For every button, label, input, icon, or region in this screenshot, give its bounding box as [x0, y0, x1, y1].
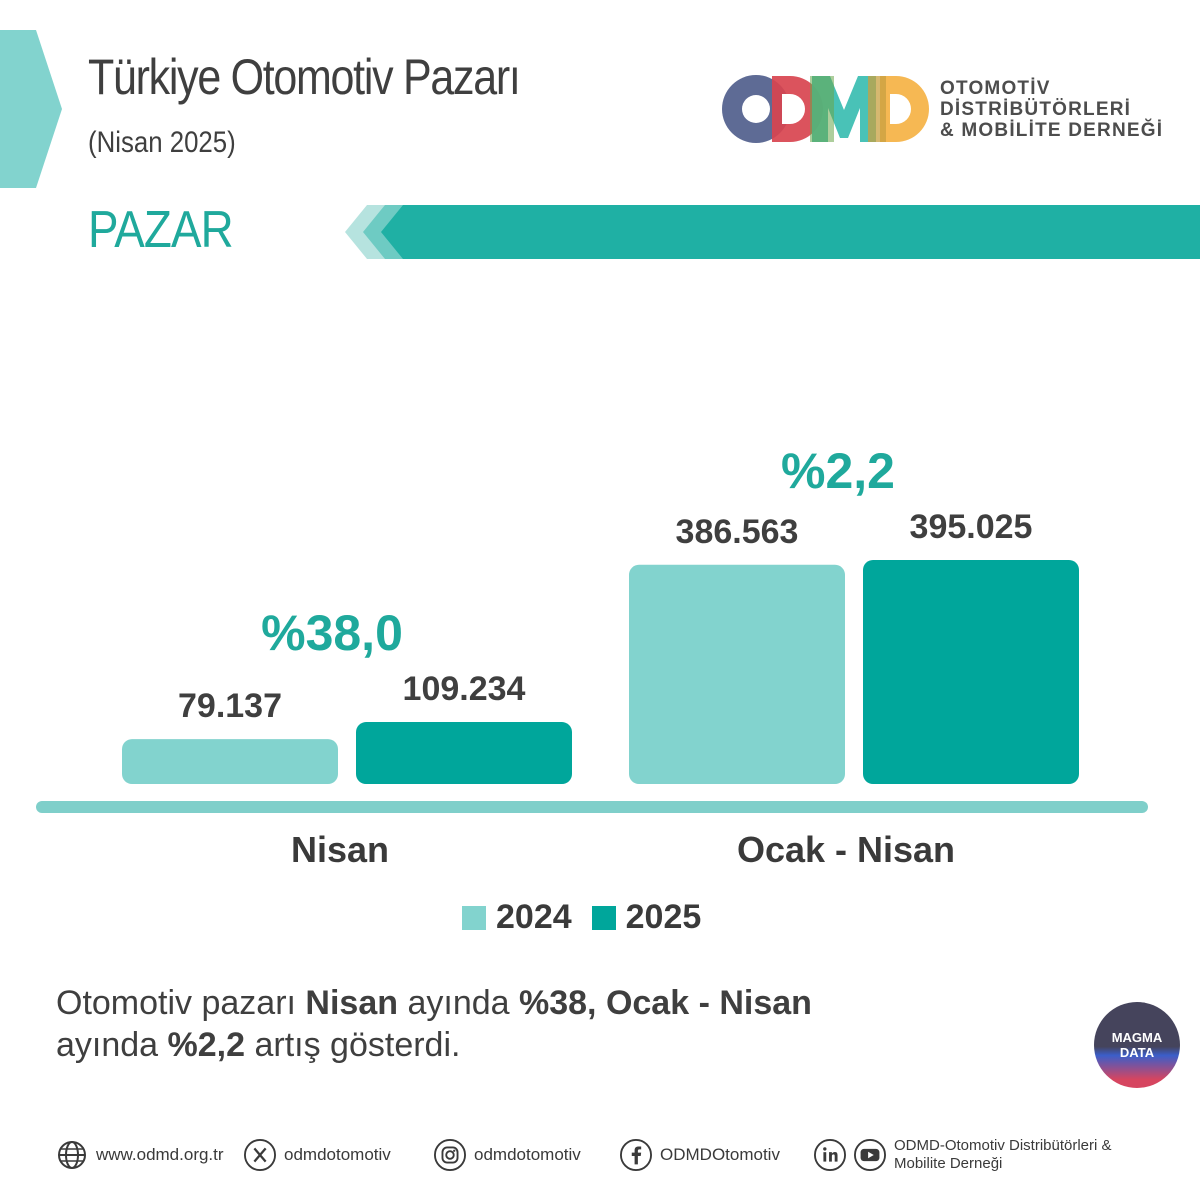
footer-org-links: ODMD-Otomotiv Distribütörleri & Mobilite… — [814, 1132, 1144, 1178]
legend-swatch-2024 — [462, 905, 486, 930]
bar-2025-0 — [356, 722, 572, 784]
summary-text: Otomotiv pazarı Nisan ayında %38, Ocak -… — [56, 982, 1016, 1066]
bar-2024-0 — [122, 739, 338, 784]
summary-part-bold: %38, Ocak - Nisan — [519, 984, 812, 1022]
section-title: PAZAR — [88, 201, 234, 259]
bar-2025-1 — [863, 560, 1079, 784]
youtube-icon[interactable] — [854, 1139, 886, 1171]
footer-x-text: odmdotomotiv — [284, 1145, 391, 1164]
footer-website-link[interactable]: www.odmd.org.tr — [56, 1132, 224, 1178]
footer: www.odmd.org.tr odmdotomotiv odmdotomoti… — [56, 1132, 1166, 1182]
change-label-1: %2,2 — [781, 443, 895, 499]
legend-label-2024: 2024 — [496, 898, 572, 936]
data-label-2024-1: 386.563 — [676, 513, 799, 551]
data-label-2025-0: 109.234 — [403, 670, 526, 708]
org-name: OTOMOTİV DİSTRİBÜTÖRLERİ & MOBİLİTE DERN… — [940, 78, 1163, 141]
bar-2024-1 — [629, 564, 845, 784]
summary-part: artış gösterdi. — [245, 1026, 461, 1064]
legend-item-2024: 2024 — [462, 898, 572, 937]
footer-facebook-text: ODMDOtomotiv — [660, 1145, 780, 1164]
category-label-0: Nisan — [291, 829, 389, 870]
data-label-2024-0: 79.137 — [178, 687, 282, 725]
page-subtitle: (Nisan 2025) — [88, 126, 236, 159]
summary-part-bold: Nisan — [305, 984, 399, 1022]
summary-part-bold: %2,2 — [167, 1026, 246, 1064]
chart-baseline — [36, 801, 1148, 813]
summary-part: Otomotiv pazarı — [56, 984, 306, 1022]
odmd-logo — [722, 75, 929, 143]
badge-line-1: MAGMA — [1111, 1030, 1163, 1045]
change-label-0: %38,0 — [261, 605, 403, 661]
data-label-2025-1: 395.025 — [910, 508, 1033, 546]
globe-icon — [56, 1139, 88, 1171]
header-tab-decoration — [0, 30, 62, 188]
summary-part: ayında — [398, 984, 519, 1022]
category-label-1: Ocak - Nisan — [737, 829, 955, 870]
org-name-line-1: OTOMOTİV — [940, 78, 1051, 99]
legend-label-2025: 2025 — [625, 898, 702, 936]
x-icon — [244, 1139, 276, 1171]
footer-instagram-text: odmdotomotiv — [474, 1145, 581, 1164]
summary-part: ayında — [56, 1026, 168, 1064]
footer-instagram-link[interactable]: odmdotomotiv — [434, 1132, 581, 1178]
footer-website-text: www.odmd.org.tr — [96, 1145, 224, 1164]
footer-org-text: ODMD-Otomotiv Distribütörleri & Mobilite… — [894, 1137, 1112, 1172]
org-name-line-3: & MOBİLİTE DERNEĞİ — [940, 120, 1164, 141]
facebook-icon — [620, 1139, 652, 1171]
org-name-line-2: DİSTRİBÜTÖRLERİ — [940, 99, 1132, 120]
instagram-icon — [434, 1139, 466, 1171]
badge-line-2: DATA — [1119, 1045, 1155, 1060]
section-bar-decoration — [345, 205, 1200, 259]
page-title: Türkiye Otomotiv Pazarı — [88, 49, 521, 105]
footer-facebook-link[interactable]: ODMDOtomotiv — [620, 1132, 780, 1178]
bar-chart: 79.137 109.234%38,0 Nisan 386.563 395.025 %2,… — [36, 443, 1148, 870]
linkedin-icon[interactable] — [814, 1139, 846, 1171]
legend-swatch-2025 — [591, 905, 616, 930]
legend-item-2025: 2025 — [591, 898, 702, 937]
chart-legend: 2024 2025 — [462, 898, 701, 937]
footer-x-link[interactable]: odmdotomotiv — [244, 1132, 391, 1178]
magma-data-badge: MAGMA DATA — [1094, 1002, 1180, 1088]
